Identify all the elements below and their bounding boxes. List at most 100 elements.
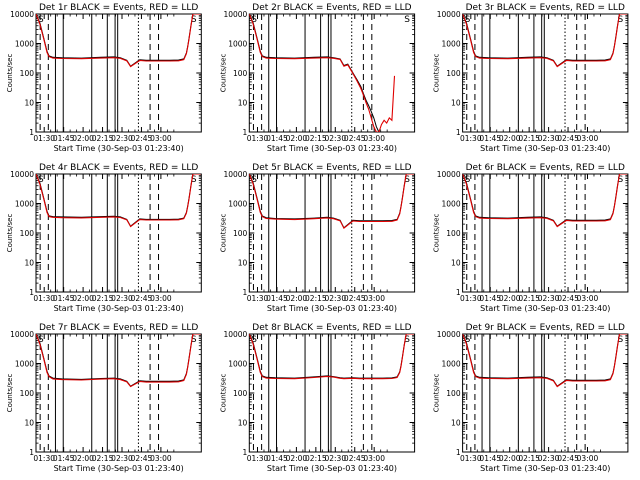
x-tick-label: 02:30 — [538, 294, 560, 303]
x-tick-label: 02:15 — [92, 134, 114, 143]
y-tick-label: 10000 — [223, 170, 247, 179]
x-tick-label: 01:30 — [460, 454, 482, 463]
x-axis-label: Start Time (30-Sep-03 01:23:40) — [54, 144, 184, 153]
y-tick-label: 100 — [233, 229, 248, 238]
x-tick-label: 01:30 — [247, 454, 269, 463]
y-tick-label: 10 — [451, 419, 461, 428]
y-tick-label: 10 — [24, 259, 34, 268]
chart-title: Det 9r BLACK = Events, RED = LLD — [466, 323, 625, 333]
x-axis-label: Start Time (30-Sep-03 01:23:40) — [480, 464, 610, 473]
saa-marker: S — [404, 15, 410, 25]
x-tick-label: 01:45 — [479, 454, 501, 463]
saa-marker: S — [618, 175, 624, 185]
y-tick-label: 1000 — [442, 200, 461, 209]
y-tick-label: 1 — [243, 288, 248, 297]
x-tick-label: 01:45 — [266, 294, 288, 303]
lld-series-line — [249, 14, 396, 132]
chart-panel: Det 3r BLACK = Events, RED = LLD Counts/s… — [433, 3, 629, 153]
events-series-line — [36, 174, 201, 227]
chart-title: Det 5r BLACK = Events, RED = LLD — [252, 163, 411, 173]
y-tick-label: 100 — [446, 389, 461, 398]
x-tick-label: 02:45 — [131, 454, 153, 463]
x-tick-label: 02:45 — [131, 134, 153, 143]
x-tick-label: 02:30 — [111, 294, 133, 303]
x-tick-label: 02:00 — [72, 454, 94, 463]
saa-marker: S — [191, 175, 197, 185]
y-tick-label: 1000 — [15, 200, 34, 209]
y-tick-label: 10 — [451, 259, 461, 268]
x-tick-label: 01:30 — [460, 134, 482, 143]
x-tick-label: 02:30 — [111, 134, 133, 143]
chart-title: Det 6r BLACK = Events, RED = LLD — [466, 163, 625, 173]
x-axis-label: Start Time (30-Sep-03 01:23:40) — [267, 144, 397, 153]
y-tick-label: 1000 — [228, 200, 247, 209]
saa-marker: S — [465, 335, 471, 345]
x-tick-label: 02:15 — [92, 294, 114, 303]
x-tick-label: 02:45 — [557, 294, 579, 303]
x-axis-label: Start Time (30-Sep-03 01:23:40) — [480, 144, 610, 153]
x-tick-label: 02:00 — [286, 294, 308, 303]
x-tick-label: 01:30 — [247, 134, 269, 143]
y-tick-label: 10 — [238, 259, 248, 268]
lld-series-line — [36, 14, 201, 68]
y-axis-label: Counts/sec — [433, 374, 441, 413]
y-tick-label: 100 — [446, 229, 461, 238]
chart-panel: Det 6r BLACK = Events, RED = LLD Counts/s… — [433, 163, 629, 313]
x-tick-label: 02:30 — [538, 454, 560, 463]
x-tick-label: 02:00 — [499, 134, 521, 143]
events-series-line — [249, 14, 395, 132]
y-tick-label: 10 — [24, 99, 34, 108]
y-tick-label: 1 — [456, 448, 461, 457]
chart-title: Det 4r BLACK = Events, RED = LLD — [39, 163, 198, 173]
chart-panel: Det 1r BLACK = Events, RED = LLD Counts/s… — [6, 3, 202, 153]
y-tick-label: 10000 — [10, 170, 34, 179]
y-axis-label: Counts/sec — [219, 374, 227, 413]
saa-marker: S — [465, 15, 471, 25]
chart-title: Det 8r BLACK = Events, RED = LLD — [252, 323, 411, 333]
y-tick-label: 1 — [29, 448, 34, 457]
x-tick-label: 01:30 — [33, 134, 55, 143]
y-axis-label: Counts/sec — [6, 214, 14, 253]
lld-series-line — [249, 334, 414, 380]
x-tick-label: 03:00 — [577, 454, 599, 463]
y-tick-label: 1000 — [442, 40, 461, 49]
y-tick-label: 10 — [238, 99, 248, 108]
y-tick-label: 1000 — [15, 360, 34, 369]
saa-marker: S — [404, 175, 410, 185]
x-tick-label: 02:00 — [72, 294, 94, 303]
y-tick-label: 1 — [29, 288, 34, 297]
events-series-line — [249, 334, 414, 379]
y-tick-label: 10000 — [437, 330, 461, 339]
chart-panel: Det 4r BLACK = Events, RED = LLD Counts/s… — [6, 163, 202, 313]
chart-panel: Det 2r BLACK = Events, RED = LLD Counts/s… — [219, 3, 416, 153]
y-axis-label: Counts/sec — [219, 214, 227, 253]
plot-frame — [462, 333, 629, 453]
events-series-line — [36, 334, 201, 387]
x-tick-label: 01:45 — [53, 454, 75, 463]
saa-marker: S — [618, 335, 624, 345]
y-tick-label: 1000 — [442, 360, 461, 369]
y-tick-label: 1 — [29, 128, 34, 137]
y-axis-label: Counts/sec — [433, 54, 441, 93]
saa-marker: S — [618, 15, 624, 25]
x-tick-label: 02:45 — [344, 454, 366, 463]
x-tick-label: 03:00 — [150, 454, 172, 463]
saa-marker: S — [251, 175, 257, 185]
saa-marker: S — [251, 335, 257, 345]
saa-marker: S — [251, 15, 257, 25]
x-tick-label: 02:15 — [305, 134, 327, 143]
saa-marker: S — [465, 175, 471, 185]
x-tick-label: 01:30 — [247, 294, 269, 303]
lld-series-line — [462, 174, 628, 228]
y-tick-label: 100 — [20, 229, 35, 238]
x-tick-label: 02:00 — [499, 454, 521, 463]
x-tick-label: 02:00 — [499, 294, 521, 303]
x-tick-label: 01:45 — [266, 134, 288, 143]
x-tick-label: 02:45 — [344, 294, 366, 303]
plot-frame — [462, 13, 629, 133]
x-tick-label: 02:30 — [324, 454, 346, 463]
y-tick-label: 10000 — [437, 10, 461, 19]
plot-frame — [35, 333, 202, 453]
events-series-line — [249, 174, 414, 229]
